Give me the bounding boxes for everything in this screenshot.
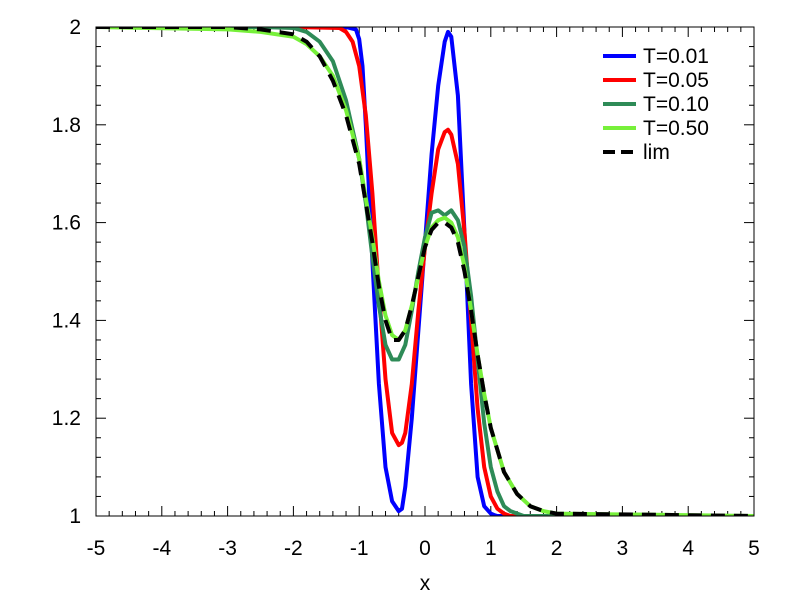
x-tick-label: 0 bbox=[419, 537, 431, 560]
legend-label: T=0.10 bbox=[643, 93, 709, 116]
y-tick-label: 1.2 bbox=[52, 407, 81, 430]
x-tick-label: 3 bbox=[617, 537, 629, 560]
x-tick-label: 5 bbox=[748, 537, 760, 560]
x-tick-label: -3 bbox=[218, 537, 237, 560]
series-lines bbox=[96, 27, 754, 516]
y-tick-label: 1.6 bbox=[52, 212, 81, 235]
x-axis-label: x bbox=[420, 572, 431, 595]
x-tick-label: 1 bbox=[485, 537, 497, 560]
y-tick-label: 1 bbox=[69, 505, 81, 528]
plot-frame bbox=[95, 26, 755, 517]
x-tick-label: -5 bbox=[87, 537, 106, 560]
series-line-lim bbox=[96, 27, 754, 516]
x-tick-label: -2 bbox=[284, 537, 303, 560]
y-tick-label: 2 bbox=[69, 16, 81, 39]
legend-label: T=0.05 bbox=[643, 69, 709, 92]
legend-label: T=0.50 bbox=[643, 117, 709, 140]
legend-label: T=0.01 bbox=[643, 45, 709, 68]
x-tick-label: -1 bbox=[350, 537, 369, 560]
x-tick-labels: -5 -4 -3 -2 -1 0 1 2 3 4 5 bbox=[87, 537, 760, 560]
legend-label: lim bbox=[643, 141, 670, 164]
y-tick-label: 1.4 bbox=[52, 309, 82, 332]
y-tick-labels: 1 1.2 1.4 1.6 1.8 2 bbox=[52, 16, 82, 528]
x-tick-label: 4 bbox=[682, 537, 694, 560]
y-tick-label: 1.8 bbox=[52, 114, 81, 137]
x-tick-label: -4 bbox=[152, 537, 171, 560]
x-tick-label: 2 bbox=[551, 537, 563, 560]
